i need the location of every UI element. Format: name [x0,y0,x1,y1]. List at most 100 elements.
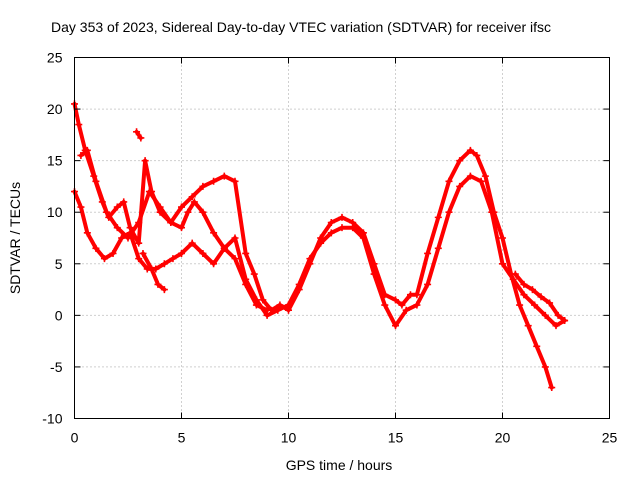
series-4 [133,128,145,142]
data-point [477,177,485,185]
data-point [250,270,258,278]
x-tick-label: 25 [602,430,618,446]
data-point [199,208,207,216]
data-point [118,234,126,242]
data-point [120,198,128,206]
data-point [92,244,100,252]
y-tick-label: -10 [42,411,62,427]
data-point [178,203,185,211]
data-point [338,224,346,232]
data-point [488,208,496,216]
data-point [541,311,549,319]
data-point [509,275,517,283]
data-point [531,301,539,309]
series-6 [511,270,569,325]
data-point [77,151,85,159]
data-point [274,306,282,314]
data-point [285,301,292,309]
data-point [406,291,414,299]
data-point [381,301,389,309]
data-point [327,229,335,237]
data-point [178,249,185,257]
data-point [75,121,83,129]
data-point [520,291,528,299]
series-2 [71,172,569,330]
data-point [145,188,153,196]
data-point [413,301,421,309]
y-tick-label: -5 [50,359,63,375]
y-tick-label: 15 [47,153,63,169]
data-point [199,249,207,257]
data-point [135,255,143,263]
data-point [100,255,108,263]
data-point [533,342,541,350]
series-5 [139,249,168,294]
data-point [160,286,168,294]
data-point [259,296,267,304]
data-point [499,234,506,242]
data-point [190,198,198,206]
data-point [199,182,207,190]
x-tick-label: 20 [495,430,511,446]
data-point [424,249,432,257]
data-point [167,219,175,227]
data-point [499,260,506,268]
data-point [511,270,519,278]
data-point [184,208,192,216]
data-point [231,234,239,242]
data-point [392,322,399,330]
data-point [473,151,481,159]
data-point [402,306,410,314]
data-point [541,363,549,371]
data-point [133,128,141,136]
data-point [92,177,100,185]
data-point [124,234,132,242]
data-point [456,157,464,165]
data-point [434,244,442,252]
data-point [295,280,303,288]
data-point [546,299,554,307]
data-point [413,291,421,299]
series-3 [77,146,271,314]
data-point [561,317,569,325]
data-point [139,249,147,257]
data-point [220,244,228,252]
data-point [306,255,314,263]
data-point [242,249,250,257]
series-layer [71,100,569,392]
data-point [445,177,453,185]
data-point [83,229,91,237]
data-point [231,255,239,263]
data-point [466,172,474,180]
y-tick-label: 10 [47,204,63,220]
chart-title: Day 353 of 2023, Sidereal Day-to-day VTE… [51,19,551,35]
x-tick-label: 0 [71,430,79,446]
data-point [317,239,325,247]
data-point [520,280,528,288]
data-point [103,208,111,216]
data-point [113,203,121,211]
data-point [220,172,228,180]
data-point [424,280,432,288]
data-point [210,229,218,237]
data-point [83,146,91,154]
data-point [537,293,545,301]
data-point [231,177,239,185]
data-point [392,296,399,304]
data-point [327,219,335,227]
data-point [169,255,177,263]
data-point [359,234,367,242]
data-point [263,306,271,314]
plot-frame [74,57,610,419]
data-point [528,286,536,294]
data-point [370,270,378,278]
y-tick-label: 25 [47,50,63,66]
data-point [434,213,442,221]
x-tick-label: 15 [388,430,404,446]
data-point [141,157,149,165]
x-tick-label: 5 [178,430,186,446]
data-point [137,134,145,142]
data-point [154,280,162,288]
data-point [552,322,560,330]
